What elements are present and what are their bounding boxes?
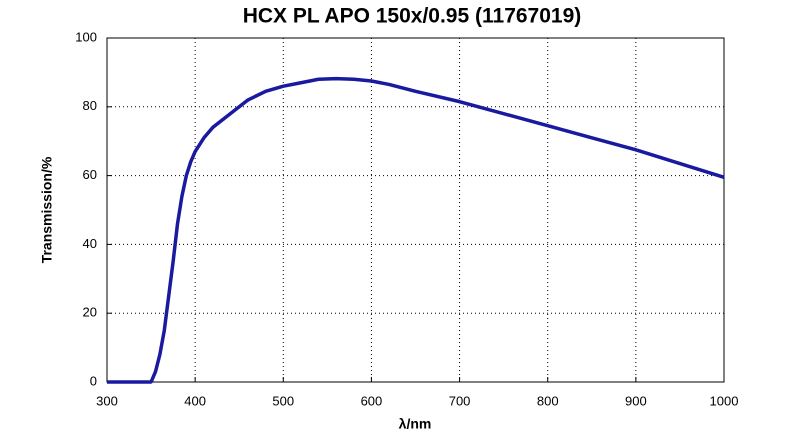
- x-tick-label: 700: [449, 393, 471, 408]
- plot-frame: [106, 37, 725, 383]
- x-tick-label: 400: [184, 393, 206, 408]
- y-tick-label: 20: [83, 305, 97, 320]
- y-tick-label: 100: [75, 29, 97, 44]
- y-tick-label: 60: [83, 167, 97, 182]
- y-axis-label: Transmission/%: [39, 156, 55, 263]
- x-tick-label: 500: [272, 393, 294, 408]
- y-tick-label: 40: [83, 236, 97, 251]
- x-tick-label: 800: [537, 393, 559, 408]
- x-tick-label: 900: [625, 393, 647, 408]
- data-line: [107, 76, 725, 384]
- x-tick-label: 600: [361, 393, 383, 408]
- x-axis-label: λ/nm: [399, 416, 432, 432]
- y-tick-label: 80: [83, 98, 97, 113]
- x-tick-label: 300: [96, 393, 118, 408]
- chart-title: HCX PL APO 150x/0.95 (11767019): [243, 5, 582, 28]
- x-tick-label: 1000: [710, 393, 739, 408]
- y-tick-label: 0: [90, 373, 97, 388]
